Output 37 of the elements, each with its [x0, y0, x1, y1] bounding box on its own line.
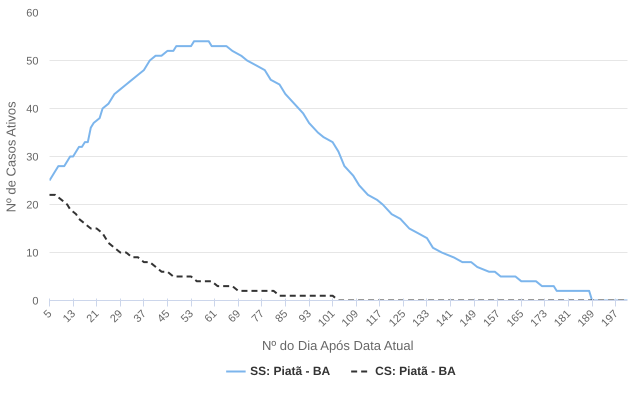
x-tick-label: 69 — [226, 308, 244, 326]
x-tick-label: 181 — [552, 308, 574, 330]
y-axis-title: Nº de Casos Ativos — [3, 100, 18, 212]
y-tick-label: 10 — [26, 248, 39, 260]
x-tick-label: 85 — [273, 308, 290, 326]
x-tick-label: 141 — [434, 308, 456, 330]
x-tick-label: 157 — [481, 308, 503, 330]
y-tick-label: 20 — [26, 200, 39, 212]
x-tick-label: 13 — [60, 308, 78, 326]
x-tick-label: 125 — [386, 308, 408, 330]
x-tick-label: 93 — [296, 308, 314, 326]
x-tick-label: 77 — [250, 308, 267, 326]
x-tick-label: 53 — [178, 308, 196, 326]
x-tick-label: 149 — [458, 308, 480, 330]
x-tick-label: 165 — [504, 308, 526, 330]
x-tick-label: 117 — [364, 308, 385, 329]
x-tick-label: 197 — [599, 308, 621, 330]
y-tick-label: 30 — [26, 152, 39, 164]
x-tick-label: 45 — [155, 308, 172, 326]
x-axis-title: Nº do Dia Após Data Atual — [262, 338, 414, 354]
x-tick-label: 133 — [410, 308, 432, 330]
x-tick-label: 61 — [202, 308, 220, 326]
y-tick-label: 60 — [26, 8, 39, 20]
y-tick-label: 50 — [26, 56, 39, 68]
y-tick-label: 0 — [32, 296, 39, 308]
legend-label: SS: Piatã - BA — [250, 364, 330, 378]
x-tick-label: 173 — [528, 308, 550, 330]
legend-label: CS: Piatã - BA — [375, 364, 456, 378]
x-tick-label: 101 — [316, 308, 338, 330]
x-tick-label: 189 — [576, 308, 598, 330]
x-tick-label: 21 — [84, 308, 102, 326]
x-tick-label: 5 — [42, 308, 54, 321]
y-tick-label: 40 — [26, 104, 39, 116]
x-tick-label: 37 — [132, 308, 149, 326]
x-tick-label: 109 — [340, 308, 362, 330]
line-series — [50, 40, 628, 300]
x-tick-label: 29 — [108, 308, 126, 326]
